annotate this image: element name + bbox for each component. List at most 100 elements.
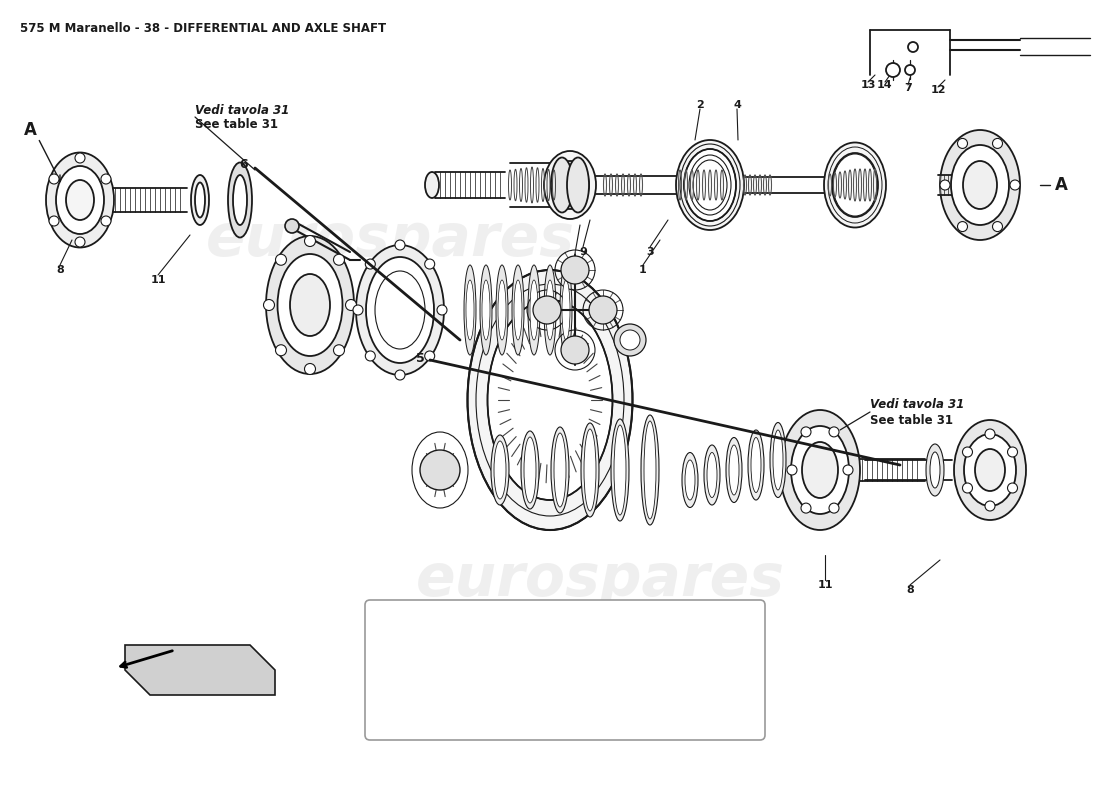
Circle shape <box>275 345 286 356</box>
FancyBboxPatch shape <box>365 600 764 740</box>
Text: 8: 8 <box>906 585 914 595</box>
Ellipse shape <box>780 410 860 530</box>
Circle shape <box>365 259 375 269</box>
Circle shape <box>333 345 344 356</box>
Circle shape <box>305 235 316 246</box>
Circle shape <box>50 216 59 226</box>
Circle shape <box>962 483 972 493</box>
Text: see  also table 31: see also table 31 <box>499 681 631 694</box>
Text: 14: 14 <box>877 80 893 90</box>
Text: 2: 2 <box>696 100 704 110</box>
Ellipse shape <box>975 449 1005 491</box>
Ellipse shape <box>926 444 944 496</box>
Ellipse shape <box>584 429 596 511</box>
Text: eurospares: eurospares <box>416 551 784 609</box>
Ellipse shape <box>195 182 205 218</box>
Circle shape <box>614 324 646 356</box>
Ellipse shape <box>191 175 209 225</box>
Circle shape <box>962 447 972 457</box>
Ellipse shape <box>464 265 476 355</box>
Circle shape <box>101 174 111 184</box>
Ellipse shape <box>356 245 444 375</box>
Ellipse shape <box>566 158 588 213</box>
Circle shape <box>50 174 59 184</box>
Ellipse shape <box>466 280 474 340</box>
Text: 575 M Maranello - 38 - DIFFERENTIAL AND AXLE SHAFT: 575 M Maranello - 38 - DIFFERENTIAL AND … <box>20 22 386 35</box>
Text: 9: 9 <box>579 247 587 257</box>
Ellipse shape <box>554 433 566 507</box>
Circle shape <box>275 254 286 266</box>
Ellipse shape <box>560 265 572 355</box>
Ellipse shape <box>551 161 588 209</box>
Ellipse shape <box>682 453 698 507</box>
Ellipse shape <box>676 140 744 230</box>
Circle shape <box>365 351 375 361</box>
Ellipse shape <box>751 438 761 493</box>
Ellipse shape <box>644 421 656 519</box>
Ellipse shape <box>729 445 739 495</box>
Text: Vedi tavola 31: Vedi tavola 31 <box>870 398 965 411</box>
Text: eurospares: eurospares <box>206 211 574 269</box>
Circle shape <box>534 296 561 324</box>
Circle shape <box>992 222 1002 231</box>
Text: See table 31: See table 31 <box>870 414 953 426</box>
Text: vedere anche tavola 31: vedere anche tavola 31 <box>477 638 652 651</box>
Circle shape <box>285 219 299 233</box>
Circle shape <box>345 299 356 310</box>
Ellipse shape <box>290 274 330 336</box>
Circle shape <box>886 63 900 77</box>
Circle shape <box>425 351 435 361</box>
Ellipse shape <box>487 300 613 500</box>
Text: A: A <box>1055 176 1068 194</box>
Circle shape <box>353 305 363 315</box>
Ellipse shape <box>544 265 556 355</box>
Text: 13: 13 <box>860 80 876 90</box>
Ellipse shape <box>546 280 554 340</box>
Ellipse shape <box>494 441 506 499</box>
Circle shape <box>957 138 968 149</box>
Ellipse shape <box>824 142 886 227</box>
Text: 3: 3 <box>646 247 653 257</box>
Ellipse shape <box>964 434 1016 506</box>
Circle shape <box>333 254 344 266</box>
Ellipse shape <box>748 430 764 500</box>
Ellipse shape <box>468 270 632 530</box>
Circle shape <box>801 503 811 513</box>
Circle shape <box>420 450 460 490</box>
Circle shape <box>940 180 950 190</box>
Circle shape <box>75 153 85 163</box>
Circle shape <box>843 465 852 475</box>
Text: 8: 8 <box>56 265 64 275</box>
Ellipse shape <box>930 452 940 488</box>
Circle shape <box>905 65 915 75</box>
Ellipse shape <box>684 149 736 221</box>
Text: For replacement of differential: For replacement of differential <box>449 661 681 674</box>
Ellipse shape <box>498 280 506 340</box>
Ellipse shape <box>512 265 524 355</box>
Circle shape <box>801 427 811 437</box>
Ellipse shape <box>641 415 659 525</box>
Ellipse shape <box>562 280 570 340</box>
Circle shape <box>588 296 617 324</box>
Ellipse shape <box>514 280 522 340</box>
Circle shape <box>395 240 405 250</box>
Ellipse shape <box>425 172 439 198</box>
Ellipse shape <box>551 158 573 213</box>
Ellipse shape <box>962 161 997 209</box>
Text: 4: 4 <box>733 100 741 110</box>
Ellipse shape <box>491 435 509 505</box>
Text: 7: 7 <box>904 83 912 93</box>
Circle shape <box>1008 483 1018 493</box>
Text: 12: 12 <box>931 85 946 95</box>
Circle shape <box>264 299 275 310</box>
Ellipse shape <box>773 430 783 490</box>
Ellipse shape <box>581 423 600 517</box>
Circle shape <box>305 363 316 374</box>
Ellipse shape <box>233 175 248 225</box>
Text: 6: 6 <box>240 158 248 170</box>
Circle shape <box>786 465 798 475</box>
Ellipse shape <box>614 425 626 515</box>
Ellipse shape <box>940 130 1020 240</box>
Ellipse shape <box>954 420 1026 520</box>
Ellipse shape <box>610 419 629 521</box>
